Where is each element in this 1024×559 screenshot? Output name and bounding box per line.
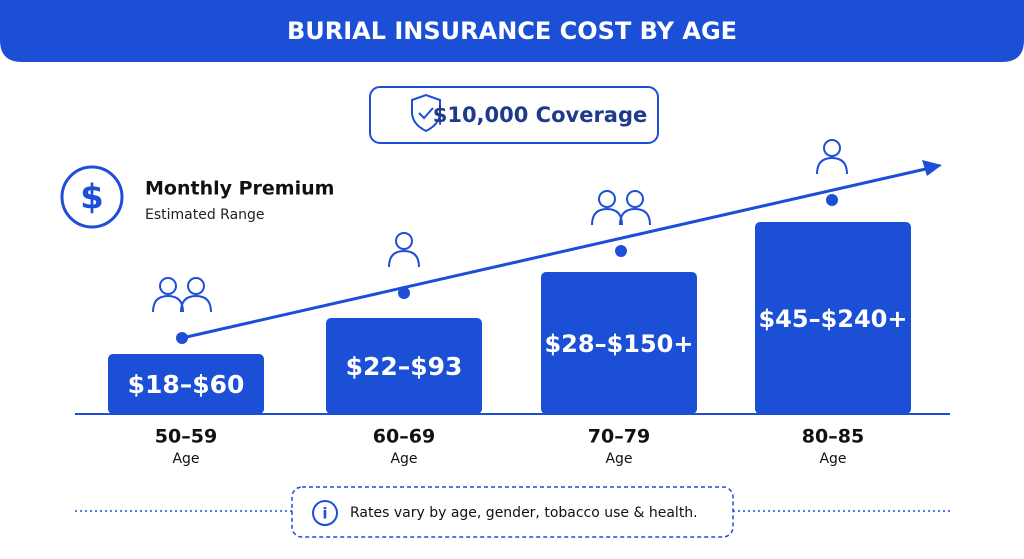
price-bar bbox=[326, 318, 482, 414]
person-icon bbox=[598, 190, 616, 208]
age-groups: $18–$60 50–59 Age $22–$93 60–69 Age $28–$150+ 7… bbox=[108, 139, 911, 467]
age-unit: Age bbox=[819, 451, 846, 467]
note-text: Rates vary by age, gender, tobacco use &… bbox=[350, 505, 698, 521]
age-unit: Age bbox=[605, 451, 632, 467]
shield-icon bbox=[411, 93, 441, 133]
price-label: $28–$150+ bbox=[544, 330, 693, 358]
price-label: $18–$60 bbox=[128, 370, 245, 399]
person-icon bbox=[180, 294, 212, 313]
coverage-text: $10,000 Coverage bbox=[433, 103, 648, 127]
age-range: 70–79 bbox=[588, 426, 650, 448]
price-bar bbox=[541, 272, 697, 414]
check-icon bbox=[418, 107, 434, 120]
trend-dot bbox=[826, 194, 838, 206]
trend-line bbox=[181, 166, 931, 340]
age-unit: Age bbox=[172, 451, 199, 467]
header-title: BURIAL INSURANCE COST BY AGE bbox=[287, 17, 737, 45]
age-range: 50–59 bbox=[155, 426, 217, 448]
trend-dot bbox=[615, 245, 627, 257]
legend-title: Monthly Premium bbox=[145, 178, 334, 200]
age-range: 80–85 bbox=[802, 426, 864, 448]
person-icon bbox=[816, 156, 848, 175]
header-band bbox=[0, 0, 1024, 62]
person-icon bbox=[591, 207, 623, 226]
person-icon bbox=[159, 277, 177, 295]
trend-arrow bbox=[922, 160, 942, 176]
coverage-box bbox=[369, 86, 659, 144]
price-label: $22–$93 bbox=[346, 352, 463, 381]
dollar-sign: $ bbox=[80, 178, 104, 218]
legend-subtitle: Estimated Range bbox=[145, 207, 265, 223]
person-icon bbox=[823, 139, 841, 157]
dollar-icon bbox=[60, 165, 124, 229]
info-i: i bbox=[322, 505, 327, 523]
trend-dot bbox=[398, 287, 410, 299]
person-icon bbox=[388, 249, 420, 268]
price-label: $45–$240+ bbox=[758, 305, 907, 333]
note-box bbox=[291, 486, 734, 538]
price-bar bbox=[108, 354, 264, 414]
age-unit: Age bbox=[390, 451, 417, 467]
info-icon bbox=[312, 500, 338, 526]
person-icon bbox=[619, 207, 651, 226]
person-icon bbox=[152, 294, 184, 313]
age-range: 60–69 bbox=[373, 426, 435, 448]
person-icon bbox=[395, 232, 413, 250]
trend-dot bbox=[176, 332, 188, 344]
price-bar bbox=[755, 222, 911, 414]
person-icon bbox=[187, 277, 205, 295]
person-icon bbox=[626, 190, 644, 208]
